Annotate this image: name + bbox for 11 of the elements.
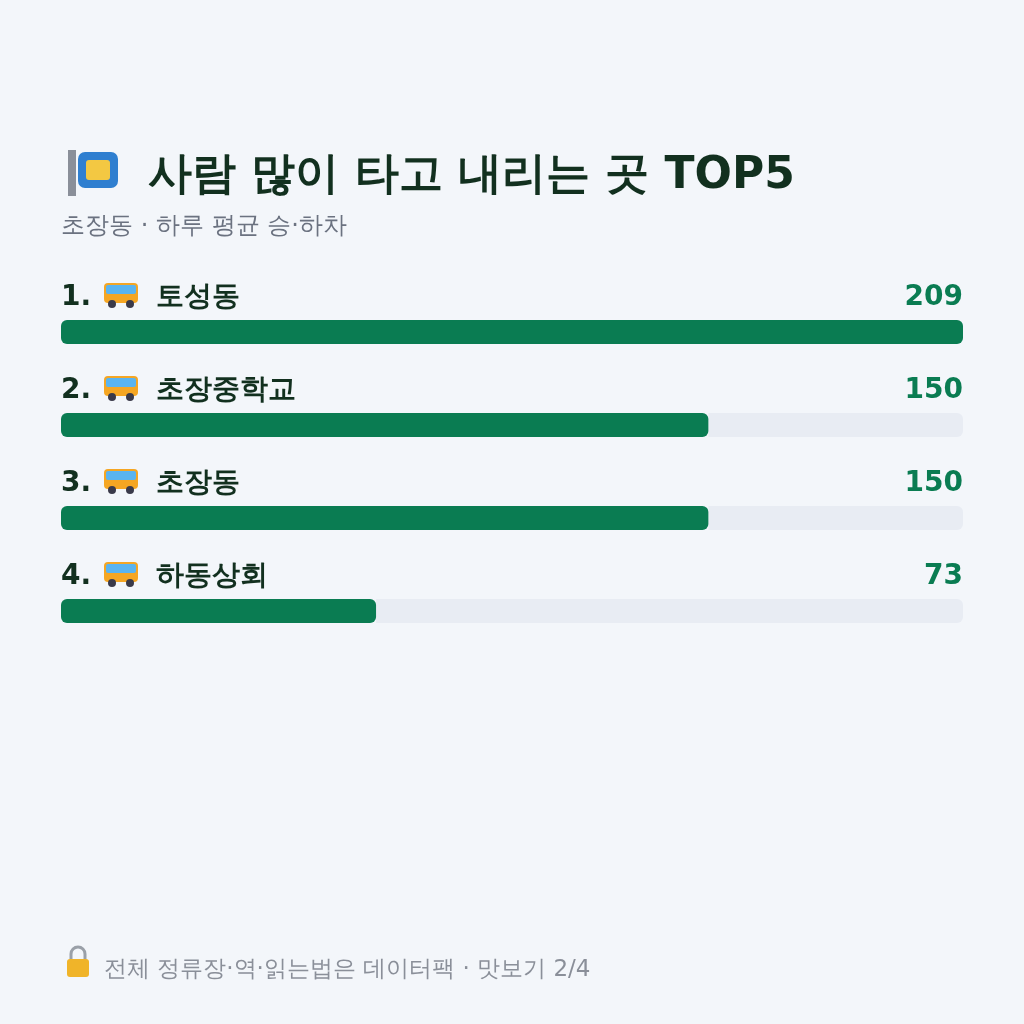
category-label: 4. 하동상회 xyxy=(61,558,268,591)
category-label: 1. 토성동 xyxy=(61,279,240,312)
category-label: 3. 초장동 xyxy=(61,465,240,498)
text: 전체 정류장·역·읽는법은 데이터팩 · 맛보기 2/4 xyxy=(104,955,591,981)
data-label: 150 xyxy=(904,372,963,405)
chart-subtitle: 초장동 · 하루 평균 승·하차 xyxy=(61,211,347,239)
data-label: 209 xyxy=(904,279,963,312)
data-label: 150 xyxy=(904,465,963,498)
data-label: 73 xyxy=(924,558,963,591)
category-label: 2. 초장중학교 xyxy=(61,372,296,405)
chart-title: 사람 많이 타고 내리는 곳 TOP5 xyxy=(148,147,795,198)
